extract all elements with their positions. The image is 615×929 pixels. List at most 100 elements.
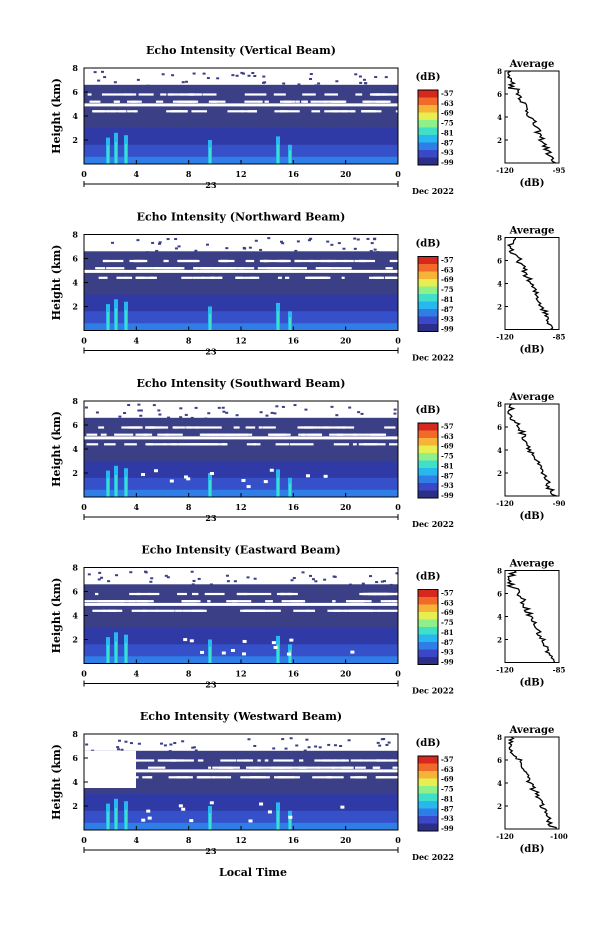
echo-speckle (297, 83, 301, 86)
colorbar-tick-label: -93 (441, 148, 454, 157)
data-gap (326, 776, 344, 779)
data-gap (246, 766, 253, 769)
data-gap (236, 759, 242, 762)
data-gap (141, 818, 146, 822)
data-gap (258, 426, 263, 429)
colorbar-segment (418, 756, 438, 764)
day-label: 23 (205, 347, 217, 357)
profile-title: Average (509, 725, 555, 736)
colorbar-tick-label: -69 (441, 608, 454, 617)
data-gap (211, 100, 226, 103)
data-gap (135, 433, 148, 436)
data-gap (221, 651, 226, 655)
data-gap (149, 426, 169, 429)
data-gap (189, 639, 194, 643)
echo-spike-core (115, 142, 117, 164)
data-gap (372, 766, 381, 769)
echo-spike-core (289, 816, 291, 830)
x-tick-label: 12 (235, 336, 246, 346)
data-gap (84, 103, 398, 107)
data-gap (197, 759, 204, 762)
data-gap (211, 433, 215, 436)
data-gap (175, 110, 182, 113)
data-gap (84, 600, 92, 603)
data-gap (324, 100, 345, 103)
echo-speckle (129, 571, 133, 574)
profile-x-tick-label: -120 (496, 832, 514, 841)
echo-speckle (253, 75, 257, 78)
data-gap (322, 759, 338, 762)
data-gap (84, 769, 398, 773)
colorbar-segment (418, 120, 438, 128)
data-gap (340, 426, 346, 429)
echo-speckle (309, 78, 313, 81)
colorbar-segment (418, 801, 438, 809)
data-gap (286, 267, 307, 270)
echo-speckle (333, 744, 337, 747)
echo-speckle (307, 239, 311, 242)
echo-spike-core (289, 150, 291, 164)
echo-speckle (243, 247, 247, 250)
data-gap (317, 766, 333, 769)
data-gap (375, 759, 387, 762)
data-gap (119, 600, 136, 603)
data-gap (102, 609, 123, 612)
x-tick-label: 8 (186, 502, 192, 512)
echo-speckle (395, 572, 399, 575)
data-gap (178, 804, 183, 808)
echo-speckle (85, 743, 89, 746)
data-gap (289, 638, 294, 642)
echo-speckle (151, 241, 155, 244)
data-gap (388, 592, 398, 596)
data-gap (361, 110, 371, 113)
colorbar-tick-label: -69 (441, 775, 454, 784)
colorbar-tick-label: -99 (441, 491, 454, 500)
echo-speckle (389, 583, 393, 586)
echo-spike-core (209, 480, 211, 497)
echo-speckle (267, 237, 271, 240)
echo-spike-core (289, 483, 291, 497)
data-gap (209, 801, 214, 805)
echo-speckle (359, 81, 363, 84)
echo-speckle (326, 240, 330, 243)
echo-speckle (384, 76, 388, 79)
data-gap (204, 426, 222, 429)
echo-spike-core (209, 313, 211, 331)
data-gap (297, 426, 314, 429)
profile-xlabel: (dB) (520, 511, 545, 522)
data-gap (324, 93, 338, 96)
echo-speckle (190, 416, 194, 419)
echo-speckle (124, 740, 128, 743)
data-gap (235, 276, 245, 279)
echo-speckle (273, 412, 277, 415)
data-gap (84, 602, 398, 606)
colorbar-segment (418, 649, 438, 658)
x-tick-label: 0 (395, 835, 401, 845)
colorbar-tick-label: -87 (441, 305, 454, 314)
colorbar-segment (418, 763, 438, 772)
data-gap (326, 426, 341, 429)
x-tick-label: 0 (81, 835, 87, 845)
data-gap (203, 267, 224, 270)
data-gap (193, 267, 198, 270)
data-gap (178, 259, 200, 263)
echo-speckle (289, 737, 293, 740)
echo-speckle (167, 416, 171, 419)
echo-speckle (282, 82, 286, 85)
echo-speckle (161, 73, 165, 76)
data-gap (384, 426, 390, 429)
echo-speckle (191, 746, 195, 749)
echo-speckle (272, 747, 276, 750)
colorbar-segment (418, 97, 438, 106)
x-tick-label: 16 (288, 669, 300, 679)
echo-spike-core (125, 476, 127, 497)
y-tick-label: 8 (72, 563, 78, 573)
profile-xlabel: (dB) (520, 844, 545, 855)
x-tick-label: 12 (235, 835, 246, 845)
echo-speckle (150, 577, 154, 580)
echo-speckle (192, 72, 196, 75)
profile-y-tick-label: 2 (497, 636, 502, 645)
data-gap (355, 776, 367, 779)
colorbar-tick-label: -81 (441, 794, 454, 803)
echo-speckle (222, 410, 226, 413)
